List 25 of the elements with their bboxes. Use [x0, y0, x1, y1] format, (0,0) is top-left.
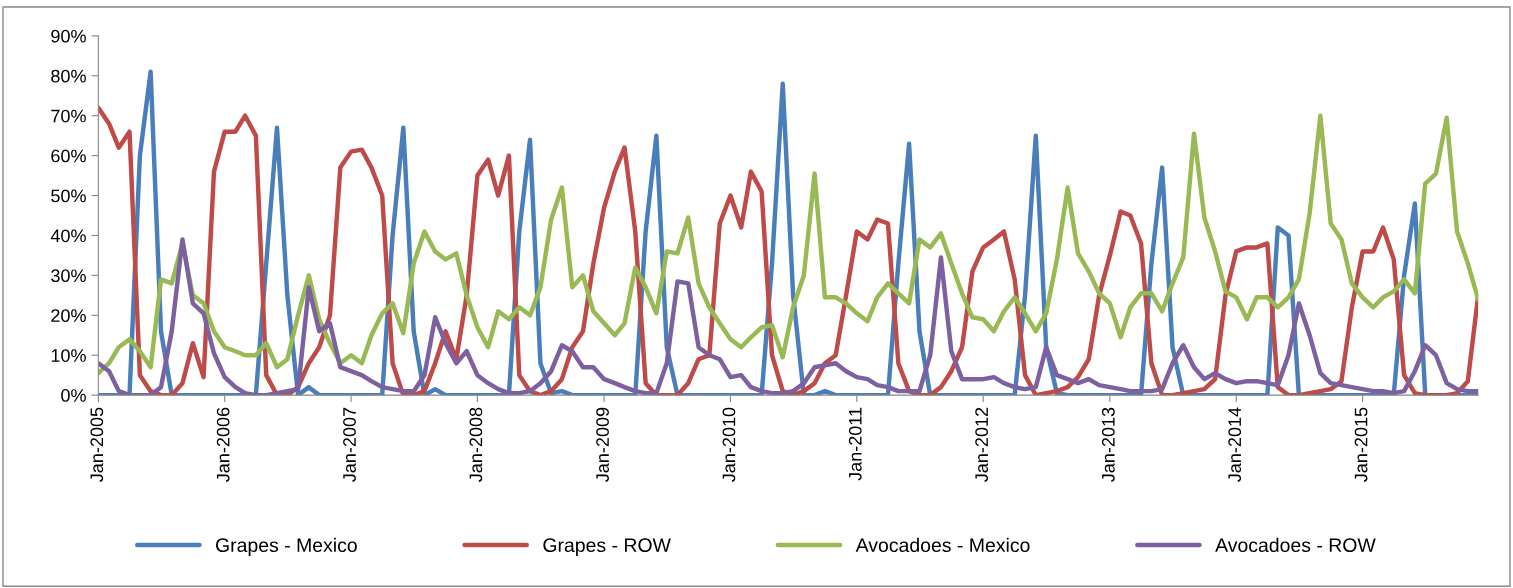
legend-label: Avocadoes - Mexico [855, 537, 1030, 553]
x-tick-label: Jan-2010 [722, 407, 736, 482]
y-tick-label: 0% [61, 389, 86, 402]
x-tick-label: Jan-2006 [216, 407, 230, 482]
x-tick-label: Jan-2012 [975, 407, 989, 482]
y-tick-label: 50% [51, 189, 86, 203]
legend-label: Grapes - ROW [543, 538, 671, 556]
y-tick-label: 80% [51, 69, 86, 83]
y-tick-label: 90% [51, 29, 86, 43]
x-tick-label: Jan-2007 [343, 407, 356, 482]
x-tick-label: Jan-2013 [1101, 407, 1115, 482]
y-tick-label: 70% [51, 109, 86, 123]
legend-label: Avocadoes - ROW [1215, 537, 1376, 553]
x-tick-label: Jan-2014 [1228, 407, 1242, 482]
x-tick-label: Jan-2009 [596, 407, 609, 482]
y-tick-label: 40% [50, 229, 86, 243]
x-tick-label: Jan-2011 [848, 407, 862, 481]
y-tick-label: 30% [51, 269, 86, 283]
legend-label: Grapes - Mexico [216, 537, 357, 556]
y-tick-label: 10% [51, 349, 86, 362]
y-tick-label: 60% [51, 149, 86, 163]
x-tick-label: Jan-2008 [469, 407, 483, 482]
x-tick-label: Jan-2005 [90, 407, 104, 482]
x-tick-label: Jan-2015 [1354, 407, 1368, 482]
y-tick-label: 20% [51, 309, 86, 323]
